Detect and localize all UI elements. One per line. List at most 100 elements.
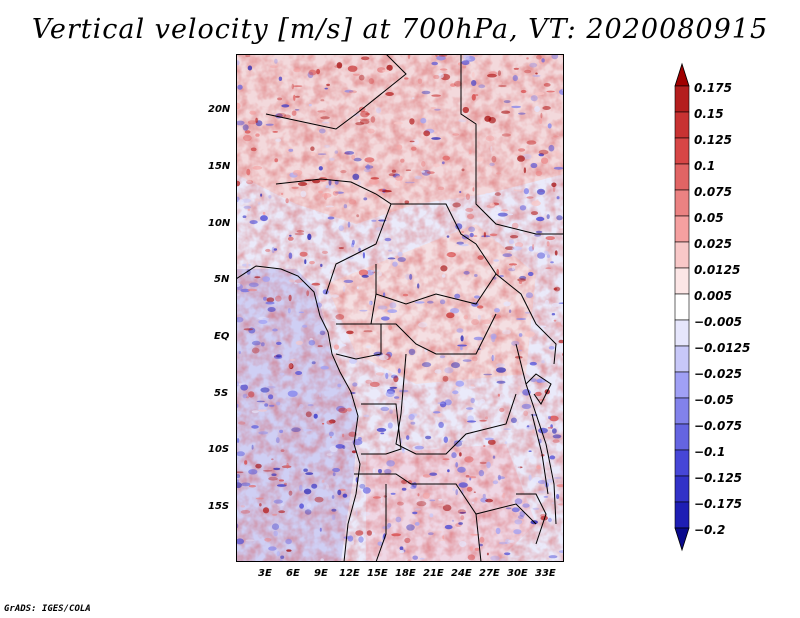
field-speck xyxy=(438,498,443,501)
field-speck xyxy=(385,92,394,96)
field-speck xyxy=(427,532,434,536)
field-speck xyxy=(395,398,402,401)
field-speck xyxy=(258,319,268,324)
field-speck xyxy=(276,401,281,406)
field-speck xyxy=(243,134,252,142)
field-speck xyxy=(343,279,354,283)
field-speck xyxy=(406,435,410,440)
field-speck xyxy=(543,496,549,498)
field-speck xyxy=(528,246,534,252)
field-speck xyxy=(465,207,474,212)
field-speck xyxy=(342,433,345,438)
field-speck xyxy=(470,397,475,404)
colorbar-label: 0.15 xyxy=(694,107,724,121)
field-speck xyxy=(461,231,465,233)
field-speck xyxy=(311,282,321,286)
field-speck xyxy=(535,388,540,392)
field-speck xyxy=(454,293,461,299)
field-speck xyxy=(298,311,304,314)
field-speck xyxy=(243,328,254,331)
field-speck xyxy=(272,131,278,133)
field-speck xyxy=(362,252,365,259)
field-speck xyxy=(488,117,496,124)
field-speck xyxy=(511,340,520,346)
field-speck xyxy=(309,260,315,265)
field-speck xyxy=(550,261,554,264)
field-speck xyxy=(280,192,284,196)
field-speck xyxy=(248,484,256,488)
field-speck xyxy=(271,523,280,530)
field-speck xyxy=(536,199,539,203)
field-speck xyxy=(380,406,390,412)
field-speck xyxy=(343,204,348,209)
field-speck xyxy=(376,427,387,432)
field-speck xyxy=(388,173,396,177)
field-speck xyxy=(556,493,560,500)
field-speck xyxy=(285,538,292,545)
field-speck xyxy=(287,390,298,397)
field-speck xyxy=(451,452,457,459)
field-speck xyxy=(479,536,485,543)
field-speck xyxy=(511,105,521,109)
field-speck xyxy=(514,242,524,248)
field-speck xyxy=(556,321,561,328)
field-speck xyxy=(402,293,409,297)
field-speck xyxy=(328,179,332,186)
field-speck xyxy=(422,492,430,499)
field-speck xyxy=(393,121,404,125)
field-speck xyxy=(260,342,265,347)
field-speck xyxy=(268,195,272,199)
field-speck xyxy=(348,431,357,437)
field-speck xyxy=(296,230,305,233)
field-speck xyxy=(452,390,459,395)
field-speck xyxy=(262,317,270,320)
field-speck xyxy=(365,379,372,384)
field-speck xyxy=(451,362,460,369)
field-speck xyxy=(471,80,477,86)
colorbar-segment xyxy=(674,85,690,113)
field-speck xyxy=(310,152,316,156)
field-speck xyxy=(440,68,448,71)
field-speck xyxy=(396,276,406,279)
field-speck xyxy=(378,354,389,361)
field-speck xyxy=(390,492,396,495)
colorbar-segment xyxy=(674,371,690,399)
field-speck xyxy=(460,515,465,521)
field-speck xyxy=(262,276,271,282)
field-speck xyxy=(268,546,277,551)
field-speck xyxy=(431,94,441,97)
field-speck xyxy=(280,555,285,559)
field-speck xyxy=(254,276,261,279)
field-speck xyxy=(279,479,284,482)
field-speck xyxy=(491,354,495,362)
field-speck xyxy=(545,299,549,305)
field-speck xyxy=(299,484,303,492)
field-speck xyxy=(300,190,307,198)
lat-label: 5S xyxy=(214,388,229,399)
field-speck xyxy=(337,489,342,496)
field-speck xyxy=(552,428,557,434)
field-speck xyxy=(520,89,527,94)
field-speck xyxy=(464,456,474,463)
lat-label: EQ xyxy=(214,331,230,342)
field-speck xyxy=(462,118,467,121)
field-speck xyxy=(532,429,535,434)
field-speck xyxy=(491,155,497,163)
field-speck xyxy=(401,449,405,454)
field-speck xyxy=(258,431,269,435)
field-speck xyxy=(483,445,486,447)
field-speck xyxy=(537,480,547,484)
field-speck xyxy=(435,530,443,533)
field-speck xyxy=(294,282,298,285)
colorbar-segment xyxy=(674,293,690,321)
colorbar-segment xyxy=(674,345,690,373)
field-speck xyxy=(240,510,251,514)
credit-text: GrADS: IGES/COLA xyxy=(4,604,91,614)
field-speck xyxy=(347,65,358,72)
field-speck xyxy=(487,73,497,78)
field-speck xyxy=(536,216,545,222)
field-speck xyxy=(318,166,323,171)
field-speck xyxy=(299,503,304,509)
field-speck xyxy=(553,166,564,170)
field-speck xyxy=(380,432,385,435)
